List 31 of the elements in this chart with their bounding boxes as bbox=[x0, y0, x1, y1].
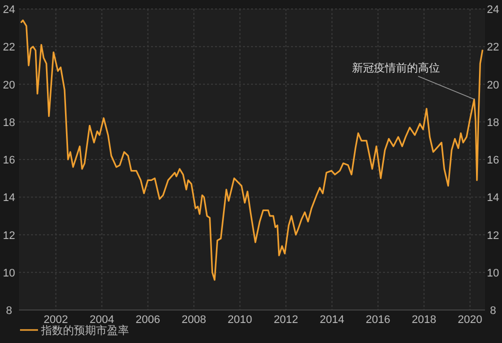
y2-tick-label: 24 bbox=[486, 4, 500, 16]
x-tick-label: 2002 bbox=[44, 314, 68, 326]
y-tick-label: 16 bbox=[2, 154, 16, 166]
y-tick-label: 24 bbox=[2, 4, 16, 16]
y-tick-label: 18 bbox=[2, 116, 16, 129]
x-tick-label: 2018 bbox=[412, 314, 436, 326]
y2-tick-label: 20 bbox=[486, 79, 500, 92]
y-tick-label: 8 bbox=[6, 305, 12, 317]
y2-tick-label: 18 bbox=[486, 116, 500, 129]
y-tick-label: 22 bbox=[2, 42, 16, 54]
x-tick-label: 2008 bbox=[182, 314, 206, 326]
y2-tick-label: 14 bbox=[486, 192, 500, 204]
y2-tick-label: 8 bbox=[490, 305, 496, 317]
y2-tick-label: 16 bbox=[486, 154, 500, 166]
x-tick-label: 2014 bbox=[320, 314, 344, 326]
y2-tick-label: 22 bbox=[486, 42, 500, 54]
annotation: 新冠疫情前的高位 bbox=[352, 61, 440, 74]
y-tick-label: 14 bbox=[2, 192, 16, 204]
line-series bbox=[20, 19, 484, 281]
y-tick-label: 10 bbox=[2, 267, 16, 280]
y-tick-label: 20 bbox=[2, 79, 16, 92]
x-tick-label: 2020 bbox=[458, 314, 482, 326]
x-tick-label: 2006 bbox=[136, 314, 160, 326]
legend-label: 指数的预期市盈率 bbox=[40, 324, 129, 337]
x-tick-label: 2010 bbox=[228, 314, 252, 326]
x-tick-label: 2004 bbox=[90, 314, 114, 326]
x-tick-label: 2016 bbox=[366, 314, 390, 326]
y2-tick-label: 10 bbox=[486, 267, 500, 280]
y2-tick-label: 12 bbox=[486, 230, 500, 242]
x-tick-label: 2012 bbox=[274, 314, 298, 326]
y-tick-label: 12 bbox=[2, 230, 16, 242]
